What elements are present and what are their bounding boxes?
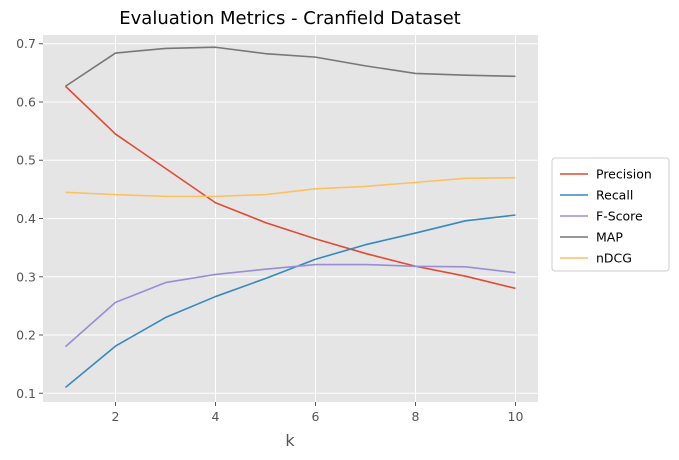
grid: [43, 35, 538, 402]
legend-label-f-score: F-Score: [596, 209, 643, 224]
legend: Precision Recall F-Score MAP nDCG: [551, 157, 670, 272]
series-layer: [64, 46, 516, 389]
y-tick-label: 0.1: [16, 386, 36, 401]
series-line-map: [65, 46, 516, 87]
x-tick-label: 8: [412, 409, 420, 424]
legend-box: [551, 157, 670, 272]
x-tick-label: 6: [312, 409, 320, 424]
legend-label-ndcg: nDCG: [596, 251, 632, 266]
x-axis: 2 4 6 8 10: [112, 402, 524, 424]
series-line-f-score: [64, 263, 516, 348]
x-tick-label: 10: [508, 409, 524, 424]
series-line-precision: [64, 85, 516, 290]
y-tick-label: 0.7: [16, 36, 36, 51]
y-tick-label: 0.6: [16, 94, 36, 109]
series-line-recall: [64, 214, 516, 389]
x-axis-label: k: [285, 431, 295, 450]
series-line-ndcg: [65, 176, 516, 198]
x-tick-label: 2: [112, 409, 120, 424]
y-tick-label: 0.3: [16, 269, 36, 284]
y-tick-label: 0.4: [16, 211, 36, 226]
legend-label-precision: Precision: [596, 167, 652, 182]
y-axis: 0.1 0.2 0.3 0.4 0.5 0.6 0.7: [16, 36, 43, 401]
legend-label-recall: Recall: [596, 188, 633, 203]
chart-title: Evaluation Metrics - Cranfield Dataset: [119, 8, 460, 29]
y-tick-label: 0.2: [16, 328, 36, 343]
legend-label-map: MAP: [596, 230, 623, 245]
x-tick-label: 4: [212, 409, 220, 424]
y-tick-label: 0.5: [16, 153, 36, 168]
